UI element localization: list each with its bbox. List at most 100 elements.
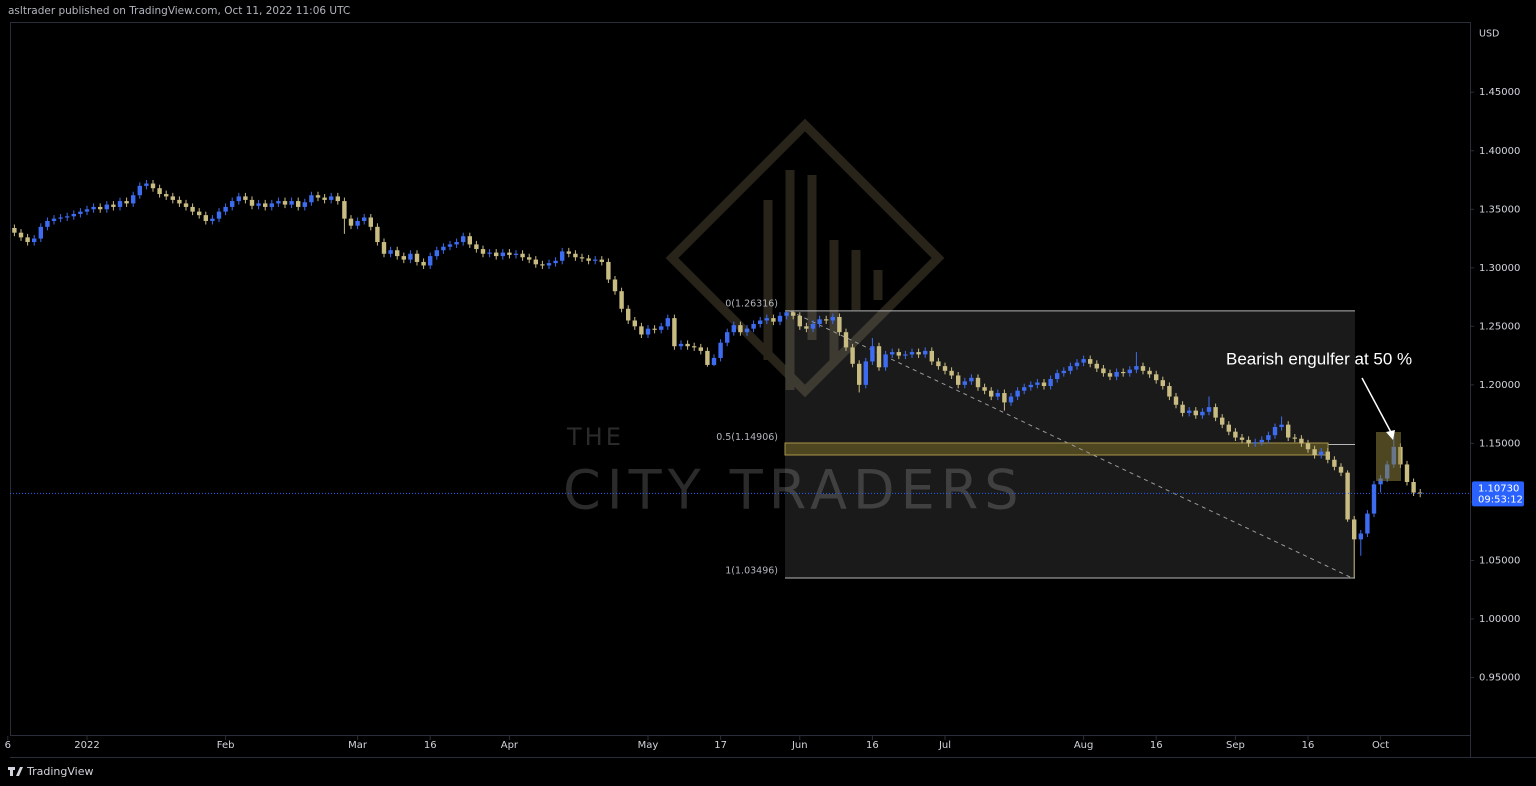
candle-body (1411, 482, 1416, 493)
candle-body (381, 242, 387, 254)
candle-body (527, 257, 532, 260)
candle-body (507, 252, 512, 255)
x-tick-label: 17 (714, 740, 727, 751)
candle-body (665, 318, 670, 327)
supply-zone (784, 442, 1329, 456)
candle-body (652, 328, 657, 330)
candle-body (12, 228, 17, 233)
fib-label: 0(1.26316) (725, 298, 778, 309)
candle-body (764, 318, 769, 321)
candle-body (368, 217, 373, 227)
x-tick-label: 6 (5, 740, 11, 751)
candle-body (1154, 374, 1159, 381)
candle-body (25, 237, 30, 243)
candle-body (857, 363, 862, 385)
y-tick-label: 1.30000 (1479, 263, 1520, 274)
candle-body (738, 325, 743, 333)
candle-body (1345, 472, 1350, 520)
fib-label: 1(1.03496) (725, 566, 778, 577)
candle-body (817, 319, 822, 324)
x-tick-label: Mar (348, 740, 368, 751)
candle-body (1160, 380, 1165, 387)
candle-body (65, 216, 70, 218)
candle-body (1022, 387, 1027, 391)
candle-body (1068, 366, 1073, 371)
y-tick-label: 1.45000 (1479, 87, 1520, 98)
candle-body (144, 183, 149, 186)
candle-body (1094, 363, 1099, 369)
y-tick-label: 1.20000 (1479, 380, 1520, 391)
candle-body (487, 252, 492, 254)
candle-body (975, 377, 981, 388)
candle-body (329, 196, 334, 200)
candle-body (216, 211, 222, 219)
candle-body (342, 201, 347, 219)
y-tick-label: 1.00000 (1479, 614, 1520, 625)
candle-body (1239, 437, 1245, 440)
candle-body (45, 220, 50, 227)
candle-body (573, 253, 578, 258)
candle-body (104, 204, 109, 210)
candle-body (751, 323, 756, 329)
candle-body (335, 196, 340, 202)
candle-body (619, 291, 624, 309)
candle-body (989, 390, 994, 397)
candle-body (263, 203, 268, 207)
candle-body (1352, 519, 1357, 540)
candle-body (58, 217, 63, 219)
candle-body (903, 354, 908, 356)
candle-body (1167, 386, 1172, 397)
candle-body (71, 213, 76, 217)
candle-body (533, 259, 538, 265)
candle-body (256, 203, 261, 206)
candle-body (824, 319, 829, 321)
candle-body (1180, 404, 1185, 413)
candle-body (1292, 437, 1297, 439)
candle-body (170, 196, 175, 200)
x-tick-label: Aug (1074, 740, 1094, 751)
candle-body (1200, 411, 1205, 416)
candle-body (1187, 410, 1192, 413)
candle-body (1114, 371, 1119, 377)
candle-body (230, 201, 235, 207)
candle-body (560, 251, 565, 261)
candle-body (837, 316, 842, 333)
candle-body (725, 332, 730, 343)
candle-body (1404, 464, 1410, 483)
candle-body (1127, 369, 1132, 374)
candle-body (276, 201, 281, 204)
candle-body (982, 387, 987, 391)
candle-body (296, 201, 301, 207)
candle-body (843, 332, 849, 348)
candle-body (32, 238, 37, 243)
candle-body (78, 211, 83, 214)
y-tick-label: 1.35000 (1479, 204, 1520, 215)
y-tick-label: 1.40000 (1479, 146, 1520, 157)
candle-body (916, 352, 921, 355)
candle-body (447, 244, 453, 247)
candle-body (758, 320, 763, 324)
candle-body (956, 375, 961, 385)
footer-logo (8, 767, 23, 776)
candle-body (890, 352, 895, 355)
candle-body (1299, 438, 1304, 444)
watermark-text: CITY TRADERS (563, 459, 1025, 522)
candle-body (1041, 382, 1047, 387)
candle-body (84, 209, 90, 212)
y-tick-label: 1.25000 (1479, 321, 1520, 332)
x-tick-label: 16 (1302, 740, 1315, 751)
candle-body (1055, 373, 1060, 379)
candle-body (117, 201, 123, 207)
candle-body (1206, 407, 1212, 412)
candle-body (513, 253, 519, 255)
x-tick-label: Feb (217, 740, 235, 751)
candle-body (942, 366, 948, 371)
candle-body (995, 393, 1000, 397)
candle-body (1213, 407, 1218, 418)
candle-body (540, 264, 545, 266)
candle-body (190, 206, 195, 212)
candle-body (744, 328, 750, 333)
candle-body (606, 261, 611, 280)
currency-label: USD (1479, 29, 1499, 40)
x-tick-label: Jun (791, 740, 808, 751)
